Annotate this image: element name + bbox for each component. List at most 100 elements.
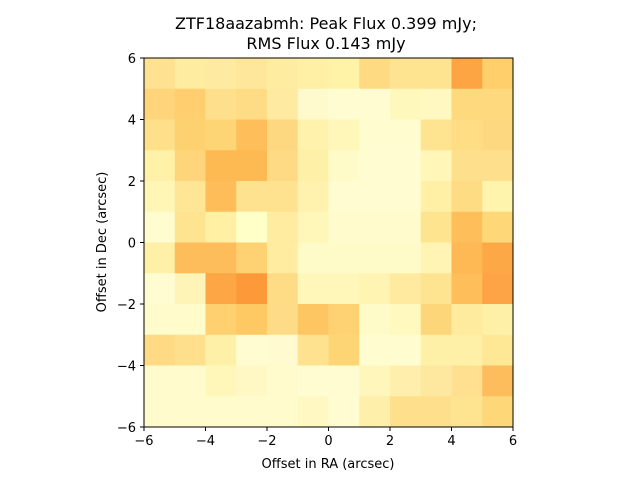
heatmap-cell: [482, 58, 514, 90]
heatmap-cell: [144, 150, 176, 182]
heatmap-cell: [174, 304, 206, 336]
heatmap-cell: [174, 88, 206, 120]
heatmap-cell: [482, 365, 514, 397]
heatmap-cell: [359, 273, 391, 305]
heatmap-cell: [144, 242, 176, 274]
chart-title-line-2: RMS Flux 0.143 mJy: [246, 34, 405, 53]
heatmap-cell: [420, 396, 452, 428]
heatmap-cell: [328, 181, 360, 213]
heatmap-cell: [328, 58, 360, 90]
heatmap-cell: [205, 304, 237, 336]
heatmap-cell: [451, 396, 483, 428]
x-tick-label: −4: [196, 434, 215, 449]
heatmap-cell: [359, 58, 391, 90]
heatmap-cell: [359, 365, 391, 397]
y-axis-ticks: −6 −4 −2 0 2 4 6: [117, 52, 144, 436]
heatmap-cell: [390, 150, 422, 182]
heatmap-cell: [482, 119, 514, 151]
heatmap-cell: [297, 334, 329, 366]
heatmap-cell: [420, 365, 452, 397]
heatmap-cell: [420, 88, 452, 120]
heatmap-cell: [390, 273, 422, 305]
heatmap-cell: [174, 211, 206, 243]
heatmap-cell: [390, 119, 422, 151]
heatmap-cell: [236, 304, 268, 336]
heatmap-cell: [390, 181, 422, 213]
heatmap-cell: [451, 304, 483, 336]
heatmap-cell: [359, 396, 391, 428]
heatmap-cell: [420, 242, 452, 274]
heatmap-cell: [420, 304, 452, 336]
heatmap-cell: [297, 304, 329, 336]
heatmap-cell: [267, 119, 299, 151]
x-tick-label: 2: [386, 434, 394, 449]
heatmap-cell: [328, 396, 360, 428]
heatmap-cell: [174, 273, 206, 305]
heatmap-cell: [236, 150, 268, 182]
y-axis-label: Offset in Dec (arcsec): [95, 172, 110, 313]
heatmap-cell: [482, 211, 514, 243]
heatmap-cell: [297, 119, 329, 151]
heatmap-cell: [420, 181, 452, 213]
heatmap-cell: [482, 334, 514, 366]
heatmap-cell: [297, 88, 329, 120]
heatmap-cell: [236, 334, 268, 366]
heatmap-cell: [297, 181, 329, 213]
heatmap-cell: [236, 88, 268, 120]
heatmap-cell: [297, 58, 329, 90]
heatmap-cell: [420, 334, 452, 366]
heatmap-cell: [174, 334, 206, 366]
heatmap-cell: [205, 58, 237, 90]
heatmap-cell: [482, 396, 514, 428]
heatmap-cell: [236, 181, 268, 213]
heatmap-cell: [205, 242, 237, 274]
heatmap-cell: [390, 211, 422, 243]
heatmap-cell: [297, 150, 329, 182]
heatmap-cell: [205, 150, 237, 182]
heatmap-cell: [451, 58, 483, 90]
heatmap-cell: [205, 334, 237, 366]
heatmap-cell: [144, 181, 176, 213]
x-tick-label: 0: [324, 434, 332, 449]
y-tick-label: 4: [128, 114, 136, 129]
heatmap-cell: [144, 334, 176, 366]
heatmap-cell: [328, 334, 360, 366]
heatmap-cell: [359, 119, 391, 151]
heatmap-cell: [297, 396, 329, 428]
heatmap-cell: [328, 150, 360, 182]
heatmap-cell: [359, 211, 391, 243]
heatmap-cell: [236, 211, 268, 243]
heatmap-cell: [328, 211, 360, 243]
heatmap-cell: [144, 58, 176, 90]
heatmap-cell: [174, 365, 206, 397]
heatmap-cell: [205, 181, 237, 213]
heatmap-cell: [420, 58, 452, 90]
chart-title-line-1: ZTF18aazabmh: Peak Flux 0.399 mJy;: [175, 14, 477, 33]
heatmap-cell: [482, 304, 514, 336]
x-tick-label: −6: [134, 434, 153, 449]
heatmap-cell: [297, 242, 329, 274]
heatmap-cell: [267, 150, 299, 182]
heatmap-cell: [205, 211, 237, 243]
heatmap-cell: [267, 365, 299, 397]
heatmap-cell: [236, 58, 268, 90]
heatmap-cell: [174, 396, 206, 428]
heatmap-cell: [174, 181, 206, 213]
heatmap-cell: [328, 119, 360, 151]
heatmap-cell: [144, 273, 176, 305]
heatmap-cell: [267, 88, 299, 120]
heatmap-cell: [267, 273, 299, 305]
heatmap-cell: [174, 58, 206, 90]
heatmap-cell: [328, 88, 360, 120]
heatmap-cell: [174, 119, 206, 151]
y-tick-label: 2: [128, 175, 136, 190]
heatmap-cells: [144, 58, 514, 428]
heatmap-cell: [390, 88, 422, 120]
heatmap-cell: [267, 334, 299, 366]
heatmap-cell: [420, 119, 452, 151]
heatmap-cell: [236, 365, 268, 397]
heatmap-cell: [205, 119, 237, 151]
heatmap-cell: [420, 150, 452, 182]
heatmap-cell: [144, 88, 176, 120]
heatmap-cell: [482, 150, 514, 182]
